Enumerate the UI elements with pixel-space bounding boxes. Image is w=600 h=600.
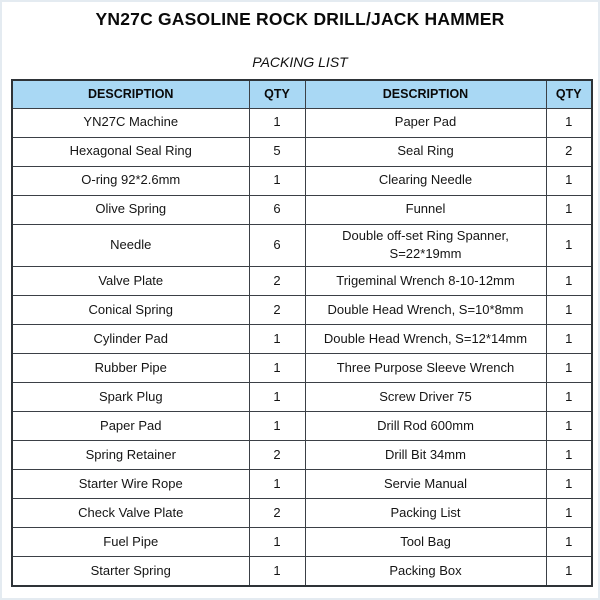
- qty-cell-left: 6: [248, 223, 306, 268]
- description-cell-left: Hexagonal Seal Ring: [11, 136, 250, 167]
- qty-cell-right: 1: [545, 194, 593, 225]
- qty-cell-right: 1: [545, 324, 593, 355]
- description-cell-right: Packing List: [304, 498, 547, 529]
- qty-cell-left: 2: [248, 498, 306, 529]
- qty-cell-left: 5: [248, 136, 306, 167]
- qty-cell-left: 1: [248, 382, 306, 413]
- table-row: Olive Spring 6 Funnel 1: [11, 194, 593, 225]
- qty-cell-right: 1: [545, 295, 593, 326]
- qty-cell-right: 1: [545, 223, 593, 268]
- qty-cell-left: 1: [248, 353, 306, 384]
- table-row: Spark Plug 1 Screw Driver 75 1: [11, 382, 593, 413]
- description-cell-right: Drill Rod 600mm: [304, 411, 547, 442]
- description-cell-left: Check Valve Plate: [11, 498, 250, 529]
- table-row: Spring Retainer 2 Drill Bit 34mm 1: [11, 440, 593, 471]
- table-header-row: DESCRIPTION QTY DESCRIPTION QTY: [11, 79, 593, 109]
- qty-cell-left: 1: [248, 324, 306, 355]
- qty-cell-right: 2: [545, 136, 593, 167]
- description-cell-right: Double Head Wrench, S=12*14mm: [304, 324, 547, 355]
- table-row: O-ring 92*2.6mm 1 Clearing Needle 1: [11, 165, 593, 196]
- packing-list-table: DESCRIPTION QTY DESCRIPTION QTY YN27C Ma…: [11, 79, 593, 587]
- description-cell-left: Starter Wire Rope: [11, 469, 250, 500]
- table-row: Valve Plate 2 Trigeminal Wrench 8-10-12m…: [11, 266, 593, 297]
- description-cell-left: Rubber Pipe: [11, 353, 250, 384]
- description-cell-right: Three Purpose Sleeve Wrench: [304, 353, 547, 384]
- table-row: Hexagonal Seal Ring 5 Seal Ring 2: [11, 136, 593, 167]
- description-cell-right: Tool Bag: [304, 527, 547, 558]
- qty-cell-left: 2: [248, 295, 306, 326]
- description-cell-right: Packing Box: [304, 556, 547, 587]
- description-cell-right: Funnel: [304, 194, 547, 225]
- qty-cell-right: 1: [545, 556, 593, 587]
- description-cell-right: Seal Ring: [304, 136, 547, 167]
- description-cell-right: Double off-set Ring Spanner, S=22*19mm: [304, 223, 547, 268]
- table-row: Rubber Pipe 1 Three Purpose Sleeve Wrenc…: [11, 353, 593, 384]
- description-cell-left: Conical Spring: [11, 295, 250, 326]
- table-row: YN27C Machine 1 Paper Pad 1: [11, 107, 593, 138]
- qty-cell-right: 1: [545, 527, 593, 558]
- header-description-right: DESCRIPTION: [304, 79, 547, 109]
- qty-cell-left: 1: [248, 165, 306, 196]
- packing-list-table-container: DESCRIPTION QTY DESCRIPTION QTY YN27C Ma…: [11, 79, 593, 587]
- header-description-left: DESCRIPTION: [11, 79, 250, 109]
- description-cell-left: Spring Retainer: [11, 440, 250, 471]
- table-row: Conical Spring 2 Double Head Wrench, S=1…: [11, 295, 593, 326]
- table-row: Paper Pad 1 Drill Rod 600mm 1: [11, 411, 593, 442]
- description-cell-left: Spark Plug: [11, 382, 250, 413]
- table-row: Needle 6 Double off-set Ring Spanner, S=…: [11, 223, 593, 268]
- table-row: Starter Wire Rope 1 Servie Manual 1: [11, 469, 593, 500]
- qty-cell-left: 2: [248, 440, 306, 471]
- description-cell-right: Servie Manual: [304, 469, 547, 500]
- table-row: Fuel Pipe 1 Tool Bag 1: [11, 527, 593, 558]
- description-cell-left: Valve Plate: [11, 266, 250, 297]
- qty-cell-left: 1: [248, 107, 306, 138]
- table-row: Starter Spring 1 Packing Box 1: [11, 556, 593, 587]
- description-cell-right: Clearing Needle: [304, 165, 547, 196]
- qty-cell-left: 1: [248, 527, 306, 558]
- qty-cell-right: 1: [545, 469, 593, 500]
- table-row: Check Valve Plate 2 Packing List 1: [11, 498, 593, 529]
- qty-cell-left: 6: [248, 194, 306, 225]
- qty-cell-right: 1: [545, 165, 593, 196]
- description-cell-left: Olive Spring: [11, 194, 250, 225]
- header-qty-right: QTY: [545, 79, 593, 109]
- qty-cell-right: 1: [545, 440, 593, 471]
- qty-cell-right: 1: [545, 498, 593, 529]
- table-row: Cylinder Pad 1 Double Head Wrench, S=12*…: [11, 324, 593, 355]
- qty-cell-right: 1: [545, 107, 593, 138]
- description-cell-right: Paper Pad: [304, 107, 547, 138]
- qty-cell-right: 1: [545, 266, 593, 297]
- description-cell-right: Screw Driver 75: [304, 382, 547, 413]
- page-subtitle: PACKING LIST: [252, 54, 348, 70]
- qty-cell-right: 1: [545, 411, 593, 442]
- qty-cell-left: 1: [248, 469, 306, 500]
- description-cell-right: Trigeminal Wrench 8-10-12mm: [304, 266, 547, 297]
- qty-cell-left: 1: [248, 556, 306, 587]
- description-cell-right: Drill Bit 34mm: [304, 440, 547, 471]
- qty-cell-right: 1: [545, 353, 593, 384]
- description-cell-left: Fuel Pipe: [11, 527, 250, 558]
- description-cell-left: Paper Pad: [11, 411, 250, 442]
- page-title: YN27C GASOLINE ROCK DRILL/JACK HAMMER: [95, 9, 505, 29]
- description-cell-right: Double Head Wrench, S=10*8mm: [304, 295, 547, 326]
- header-qty-left: QTY: [248, 79, 306, 109]
- qty-cell-left: 2: [248, 266, 306, 297]
- description-cell-left: YN27C Machine: [11, 107, 250, 138]
- qty-cell-left: 1: [248, 411, 306, 442]
- description-cell-left: Needle: [11, 223, 250, 268]
- description-cell-left: Starter Spring: [11, 556, 250, 587]
- qty-cell-right: 1: [545, 382, 593, 413]
- description-cell-left: O-ring 92*2.6mm: [11, 165, 250, 196]
- description-cell-left: Cylinder Pad: [11, 324, 250, 355]
